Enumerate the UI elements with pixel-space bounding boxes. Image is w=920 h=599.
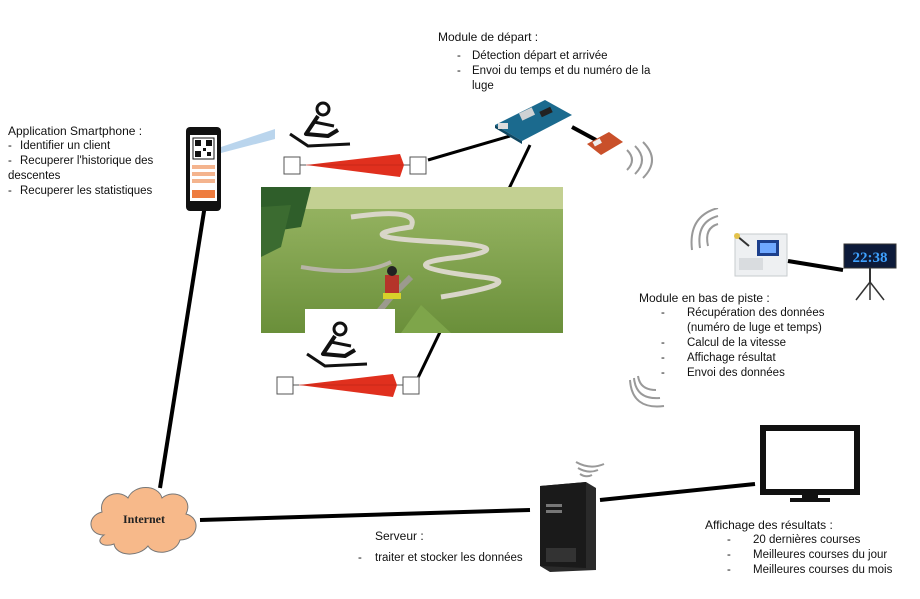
radio-module-icon [587,132,653,179]
server-monitor-link [599,482,756,502]
track-photo [261,187,563,333]
clock-digits: 22:38 [853,250,888,266]
server-tower-icon [540,461,605,572]
top-sensor-board-link [427,134,511,162]
results-display-item: -20 dernières courses [727,534,861,546]
wireless-waves-icon [629,375,665,408]
results-display-text: Affichage des résultats : -20 dernières … [705,517,892,578]
top-sensor-beam [283,154,427,177]
start-module-title: Module de départ : [438,30,539,44]
internet-server-link [199,508,531,522]
internet-cloud-icon: Internet [90,487,197,555]
digital-clock-display: 22:38 [843,243,897,301]
results-display-item: - Meilleures courses du jour [727,549,888,561]
smartphone-app-text: Application Smartphone : - Identifier un … [8,123,153,199]
start-module-text: Module de départ : - Détection départ et … [438,29,650,94]
bottom-module-item: (numéro de luge et temps) [687,322,822,334]
bottom-module-text: Module en bas de piste : - Récupération d… [639,290,824,381]
bottom-module-board-icon [734,233,788,277]
sled-rider-icon [306,321,368,368]
start-module-item: luge [472,80,494,92]
bottom-module-item: - Récupération des données [661,307,825,319]
smartphone-app-item: - Recuperer les statistiques [8,185,153,197]
smartphone-icon [186,127,275,211]
phone-internet-link [158,204,207,489]
bottom-module-item: - Affichage résultat [661,352,776,364]
server-item: - traiter et stocker les données [358,552,523,564]
bottom-module-title: Module en bas de piste : [639,291,770,305]
wireless-waves-icon [690,208,719,251]
bottom-module-item: - Envoi des données [661,367,785,379]
server-text: Serveur : - traiter et stocker les donnée… [358,528,523,566]
bottom-module-item: - Calcul de la vitesse [661,337,787,349]
results-monitor-icon [760,425,860,502]
smartphone-app-title: Application Smartphone : [8,124,143,138]
results-display-item: - Meilleures courses du mois [727,564,893,576]
bottom-sensor-beam [276,374,420,397]
sled-rider-icon [289,101,351,148]
internet-label: Internet [123,512,165,526]
module-clock-link [787,259,844,272]
smartphone-app-item: descentes [8,170,61,182]
smartphone-app-item: - Recuperer l'historique des [8,155,154,167]
smartphone-app-item: - Identifier un client [8,140,111,152]
start-module-item: - Détection départ et arrivée [457,50,608,62]
server-title: Serveur : [375,529,424,543]
results-display-title: Affichage des résultats : [705,518,833,532]
start-module-board-icon [495,100,572,144]
start-module-item: - Envoi du temps et du numéro de la [457,65,651,77]
board-radio-link [571,125,597,142]
